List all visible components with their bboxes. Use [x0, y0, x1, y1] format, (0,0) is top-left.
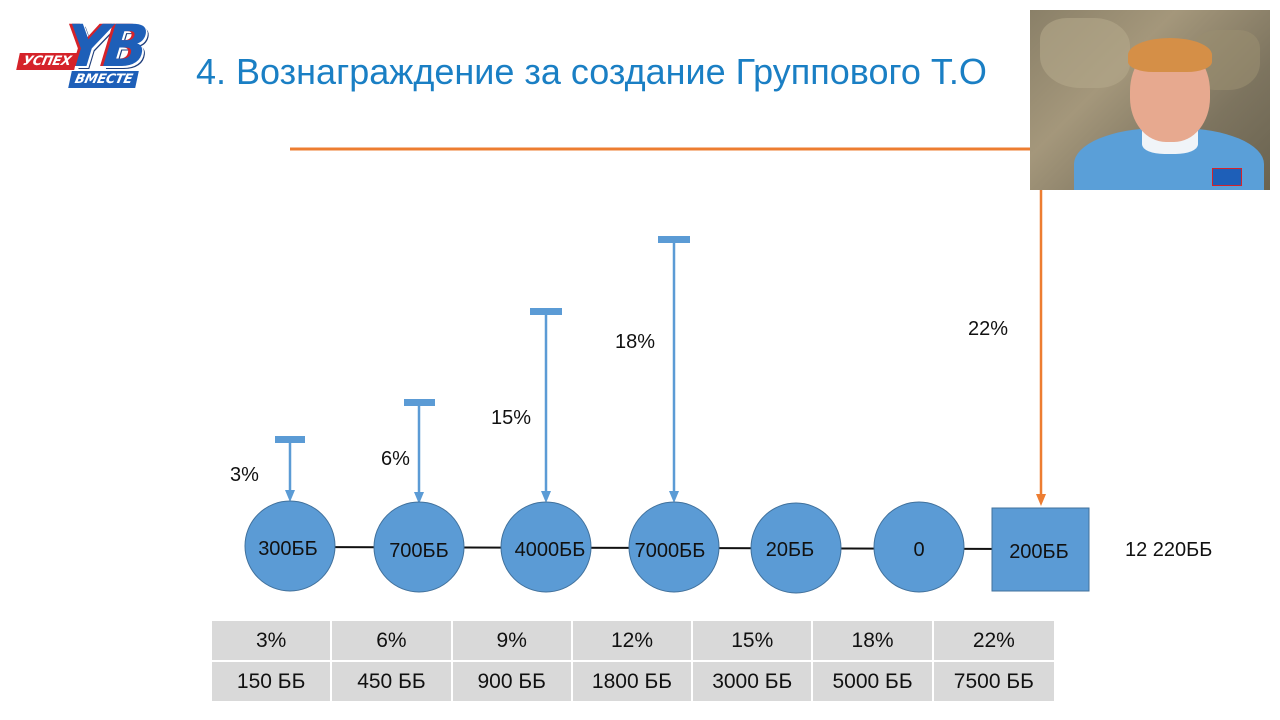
arrow-cap-2 [404, 399, 435, 406]
webcam-background-map [1040, 18, 1130, 88]
shirt-logo-icon [1212, 168, 1242, 186]
arrow-cap-1 [275, 436, 305, 443]
table-cell: 12% [572, 621, 694, 662]
table-cell: 9% [452, 621, 573, 662]
reward-table: 3% 6% 9% 12% 15% 18% 22% 150 ББ 450 ББ 9… [212, 621, 1054, 703]
table-cell: 22% [933, 621, 1054, 662]
node-label-6: 0 [913, 539, 924, 561]
node-label-4: 7000ББ [635, 540, 706, 562]
node-circle-1 [244, 500, 336, 592]
table-cell: 1800 ББ [572, 662, 694, 703]
table-cell: 3000 ББ [693, 662, 814, 703]
table-cell: 6% [332, 621, 453, 662]
arrow-pct-3: 15% [491, 407, 531, 429]
table-cell: 3% [212, 621, 333, 662]
node-square-7 [991, 507, 1090, 592]
table-cell: 450 ББ [332, 662, 453, 703]
table-cell: 7500 ББ [933, 662, 1054, 703]
slide-title: 4. Вознаграждение за создание Группового… [196, 51, 987, 92]
arrow-pct-7: 22% [968, 318, 1008, 340]
table-cell: 900 ББ [452, 662, 573, 703]
table-cell: 5000 ББ [813, 662, 934, 703]
arrow-pct-4: 18% [615, 331, 655, 353]
arrow-pct-2: 6% [381, 448, 410, 470]
presenter-hair [1128, 38, 1212, 72]
node-circle-6 [873, 501, 965, 593]
node-label-1: 300ББ [258, 538, 318, 560]
total-value: 12 220ББ [1125, 539, 1212, 561]
table-row-points: 150 ББ 450 ББ 900 ББ 1800 ББ 3000 ББ 500… [212, 662, 1054, 703]
node-circle-2 [373, 501, 465, 593]
table-cell: 15% [693, 621, 814, 662]
table-cell: 150 ББ [212, 662, 333, 703]
node-label-3: 4000ББ [515, 539, 586, 561]
arrow-pct-1: 3% [230, 464, 259, 486]
node-label-7: 200ББ [1009, 541, 1069, 563]
table-cell: 18% [813, 621, 934, 662]
webcam-video [1030, 10, 1270, 190]
arrow-cap-4 [658, 236, 690, 243]
arrow-cap-3 [530, 308, 562, 315]
node-label-2: 700ББ [389, 540, 449, 562]
node-circle-3 [500, 501, 592, 593]
node-circle-4 [628, 501, 720, 593]
node-circle-5 [750, 502, 842, 594]
node-label-5: 20ББ [766, 539, 815, 561]
table-row-percents: 3% 6% 9% 12% 15% 18% 22% [212, 621, 1054, 662]
